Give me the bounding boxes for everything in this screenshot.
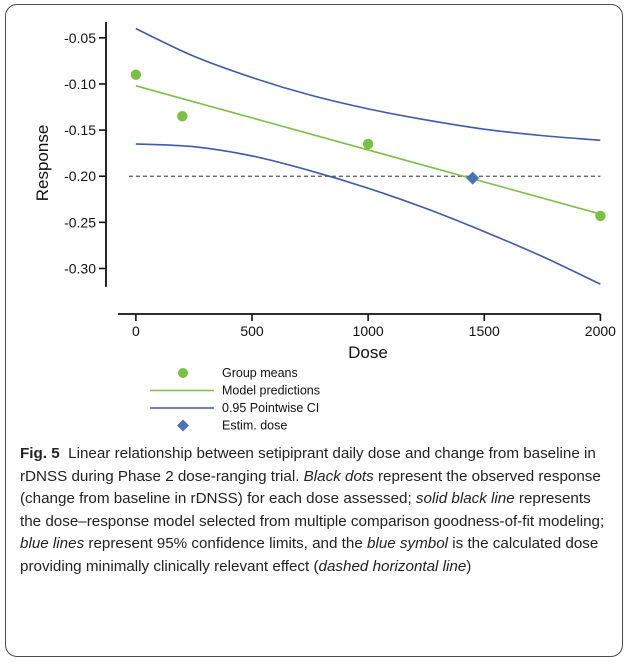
plot-marks xyxy=(130,69,606,222)
caption-italic-term: blue symbol xyxy=(367,535,449,552)
legend-label: Estim. dose xyxy=(222,419,287,433)
legend-label: Group means xyxy=(222,366,298,380)
y-tick-label: -0.20 xyxy=(64,168,96,184)
x-tick-label: 500 xyxy=(240,323,264,339)
legend: Group means Model predictions 0.95 Pointwi… xyxy=(150,366,320,433)
caption-text: represent the observed response (change … xyxy=(20,467,601,508)
axes: -0.05 -0.10 -0.15 -0.20 -0.25 -0.30 0 500 1000 15… xyxy=(64,22,616,339)
plot-lines xyxy=(128,27,601,285)
model-prediction-line xyxy=(135,85,601,215)
estimated-dose-marker xyxy=(466,171,480,185)
y-tick-label: -0.10 xyxy=(64,76,96,92)
legend-dot-symbol xyxy=(178,368,188,378)
group-mean-point xyxy=(177,111,188,122)
dose-response-chart: -0.05 -0.10 -0.15 -0.20 -0.25 -0.30 0 500 1000 15… xyxy=(33,22,616,433)
caption-text: represents the dose–response model selec… xyxy=(20,490,605,530)
figure-caption: Fig. 5 Linear relationship between setip… xyxy=(20,443,612,578)
y-axis-title: Response xyxy=(33,125,52,202)
caption-text: ) xyxy=(466,557,472,575)
ci-lower-line xyxy=(135,143,601,285)
x-tick-label: 0 xyxy=(132,323,140,339)
figure-frame xyxy=(5,4,623,657)
legend-label: Model predictions xyxy=(222,384,320,398)
caption-italic-term: Black dots xyxy=(303,467,374,485)
y-tick-label: -0.15 xyxy=(64,122,96,138)
x-axis-title: Dose xyxy=(348,343,388,362)
y-tick-label: -0.25 xyxy=(64,214,96,230)
group-mean-point xyxy=(595,210,606,222)
caption-body: Linear relationship between setipiprant … xyxy=(20,445,604,575)
caption-text: is the calculated dose providing minimal… xyxy=(20,535,599,575)
y-tick-label: -0.30 xyxy=(64,260,96,276)
x-tick-label: 2000 xyxy=(585,323,616,339)
group-mean-point xyxy=(362,138,374,150)
caption-text: represent 95% confidence limits, and the xyxy=(84,535,367,552)
legend-diamond-symbol xyxy=(177,419,189,432)
group-mean-point xyxy=(130,69,142,80)
y-tick-label: -0.05 xyxy=(64,30,96,46)
caption-italic-term: solid black line xyxy=(415,490,515,507)
caption-label: Fig. 5 xyxy=(20,445,60,462)
caption-text: Linear relationship between setipiprant … xyxy=(20,445,596,485)
caption-italic-term: dashed horizontal line xyxy=(318,557,467,575)
caption-italic-term: blue lines xyxy=(20,535,85,552)
legend-label: 0.95 Pointwise CI xyxy=(222,401,319,415)
x-tick-label: 1500 xyxy=(469,323,500,339)
ci-upper-line xyxy=(135,27,601,142)
x-tick-label: 1000 xyxy=(353,323,384,339)
